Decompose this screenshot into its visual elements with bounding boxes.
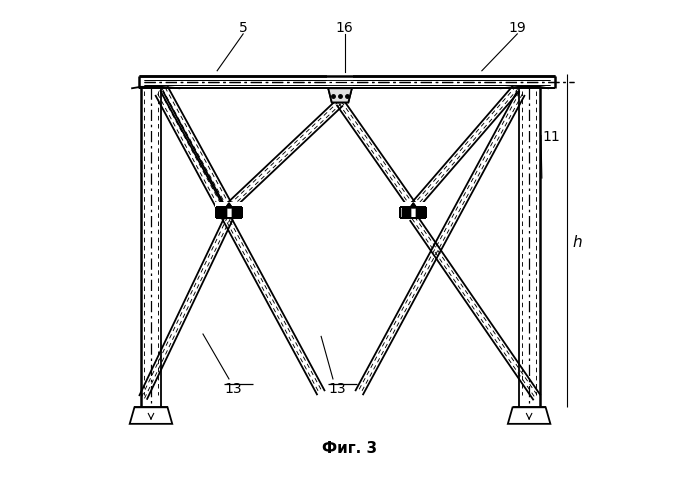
Polygon shape <box>327 76 353 90</box>
Text: h: h <box>572 235 582 250</box>
Polygon shape <box>232 208 240 218</box>
Polygon shape <box>329 89 352 103</box>
Text: 11: 11 <box>542 129 560 143</box>
Text: 13: 13 <box>329 382 346 396</box>
Polygon shape <box>416 208 425 218</box>
Polygon shape <box>410 204 417 208</box>
Polygon shape <box>402 208 410 218</box>
Polygon shape <box>226 204 232 208</box>
Text: 13: 13 <box>224 382 242 396</box>
Polygon shape <box>130 408 172 424</box>
Polygon shape <box>508 408 550 424</box>
Polygon shape <box>217 208 226 218</box>
Polygon shape <box>402 208 410 218</box>
Polygon shape <box>226 204 232 208</box>
Polygon shape <box>410 204 417 208</box>
Text: 5: 5 <box>239 21 247 35</box>
Polygon shape <box>416 208 425 218</box>
Polygon shape <box>217 208 226 218</box>
Polygon shape <box>400 202 427 219</box>
Text: 19: 19 <box>508 21 526 35</box>
Polygon shape <box>329 89 352 103</box>
Polygon shape <box>215 202 243 219</box>
Text: 16: 16 <box>336 21 354 35</box>
Text: Фиг. 3: Фиг. 3 <box>322 440 377 455</box>
Polygon shape <box>232 208 240 218</box>
